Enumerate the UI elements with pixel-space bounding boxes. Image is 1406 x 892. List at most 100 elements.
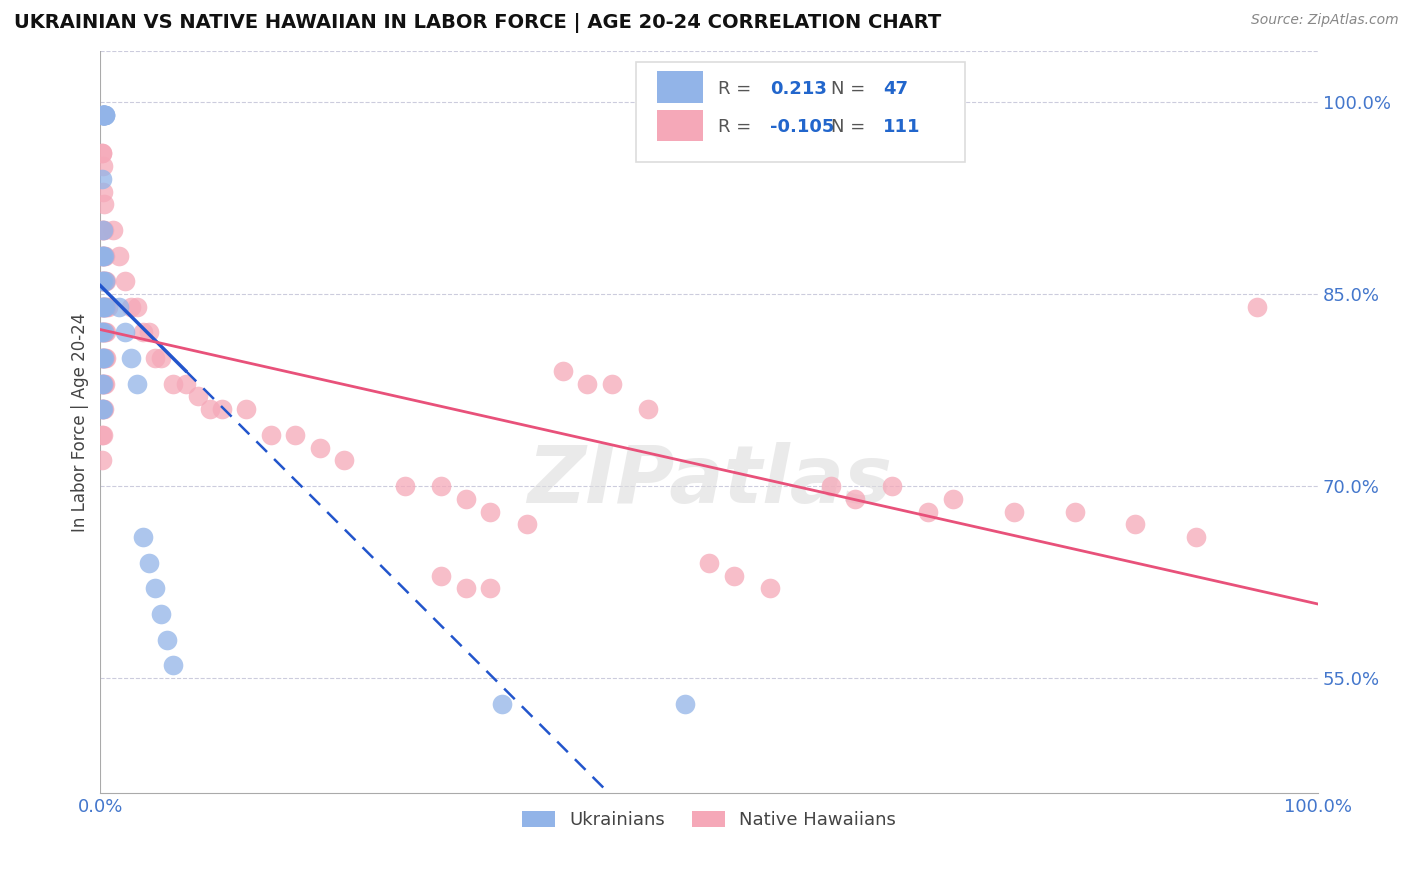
Point bbox=[91, 248, 114, 262]
Point bbox=[90, 300, 112, 314]
Point bbox=[600, 376, 623, 391]
Point bbox=[114, 326, 136, 340]
Point bbox=[723, 568, 745, 582]
Point bbox=[150, 351, 173, 365]
Point bbox=[91, 248, 114, 262]
Point bbox=[94, 376, 117, 391]
FancyBboxPatch shape bbox=[636, 62, 965, 162]
Point bbox=[93, 351, 115, 365]
Point bbox=[93, 300, 115, 314]
Point bbox=[90, 300, 112, 314]
Point bbox=[107, 248, 129, 262]
Point bbox=[91, 300, 114, 314]
Point bbox=[94, 108, 117, 122]
FancyBboxPatch shape bbox=[657, 71, 703, 103]
Point bbox=[90, 376, 112, 391]
Point bbox=[143, 351, 166, 365]
Point bbox=[1185, 530, 1208, 544]
Point bbox=[107, 300, 129, 314]
Point bbox=[150, 607, 173, 621]
Point bbox=[93, 108, 115, 122]
Point bbox=[91, 427, 114, 442]
Point bbox=[91, 402, 114, 417]
Point bbox=[93, 108, 115, 122]
Point bbox=[132, 326, 155, 340]
Point bbox=[284, 427, 307, 442]
Text: 0.213: 0.213 bbox=[770, 79, 827, 97]
Point bbox=[90, 351, 112, 365]
Point bbox=[90, 427, 112, 442]
Point bbox=[91, 402, 114, 417]
Text: N =: N = bbox=[831, 118, 872, 136]
Point bbox=[1063, 505, 1085, 519]
Point bbox=[96, 326, 118, 340]
Point bbox=[90, 453, 112, 467]
Point bbox=[91, 159, 114, 173]
Point bbox=[93, 185, 115, 199]
Text: R =: R = bbox=[718, 118, 756, 136]
Point bbox=[120, 351, 142, 365]
Point bbox=[91, 351, 114, 365]
Point bbox=[143, 582, 166, 596]
Point bbox=[491, 697, 513, 711]
Point bbox=[125, 300, 148, 314]
Point bbox=[394, 479, 416, 493]
Point bbox=[91, 402, 114, 417]
Point bbox=[90, 351, 112, 365]
Point bbox=[90, 248, 112, 262]
Point bbox=[162, 658, 184, 673]
Point bbox=[93, 376, 115, 391]
Point bbox=[90, 171, 112, 186]
Point bbox=[91, 146, 114, 161]
Point bbox=[91, 223, 114, 237]
Point bbox=[91, 274, 114, 288]
Point bbox=[454, 491, 477, 506]
Point bbox=[101, 223, 124, 237]
Legend: Ukrainians, Native Hawaiians: Ukrainians, Native Hawaiians bbox=[515, 804, 903, 837]
Point bbox=[308, 441, 330, 455]
Point bbox=[235, 402, 257, 417]
Point bbox=[576, 376, 599, 391]
Point bbox=[94, 300, 117, 314]
Point bbox=[553, 364, 575, 378]
Point bbox=[90, 274, 112, 288]
Point bbox=[430, 568, 453, 582]
FancyBboxPatch shape bbox=[657, 110, 703, 141]
Point bbox=[174, 376, 197, 391]
Point bbox=[917, 505, 939, 519]
Point bbox=[91, 223, 114, 237]
Point bbox=[96, 274, 118, 288]
Point bbox=[90, 326, 112, 340]
Point bbox=[97, 300, 120, 314]
Point bbox=[93, 326, 115, 340]
Point bbox=[91, 274, 114, 288]
Point bbox=[94, 274, 117, 288]
Point bbox=[333, 453, 356, 467]
Text: N =: N = bbox=[831, 79, 872, 97]
Point bbox=[91, 248, 114, 262]
Point bbox=[93, 351, 115, 365]
Text: R =: R = bbox=[718, 79, 756, 97]
Point bbox=[120, 300, 142, 314]
Point bbox=[844, 491, 866, 506]
Point bbox=[91, 326, 114, 340]
Text: 111: 111 bbox=[883, 118, 921, 136]
Point bbox=[96, 300, 118, 314]
Point bbox=[187, 389, 209, 403]
Point bbox=[93, 248, 115, 262]
Point bbox=[759, 582, 782, 596]
Point bbox=[91, 108, 114, 122]
Point bbox=[880, 479, 903, 493]
Point bbox=[94, 108, 117, 122]
Point bbox=[94, 300, 117, 314]
Point bbox=[91, 108, 114, 122]
Point bbox=[198, 402, 221, 417]
Y-axis label: In Labor Force | Age 20-24: In Labor Force | Age 20-24 bbox=[72, 312, 89, 532]
Point bbox=[673, 697, 696, 711]
Point bbox=[90, 376, 112, 391]
Point bbox=[93, 274, 115, 288]
Point bbox=[91, 376, 114, 391]
Point bbox=[93, 223, 115, 237]
Text: 47: 47 bbox=[883, 79, 908, 97]
Point bbox=[94, 326, 117, 340]
